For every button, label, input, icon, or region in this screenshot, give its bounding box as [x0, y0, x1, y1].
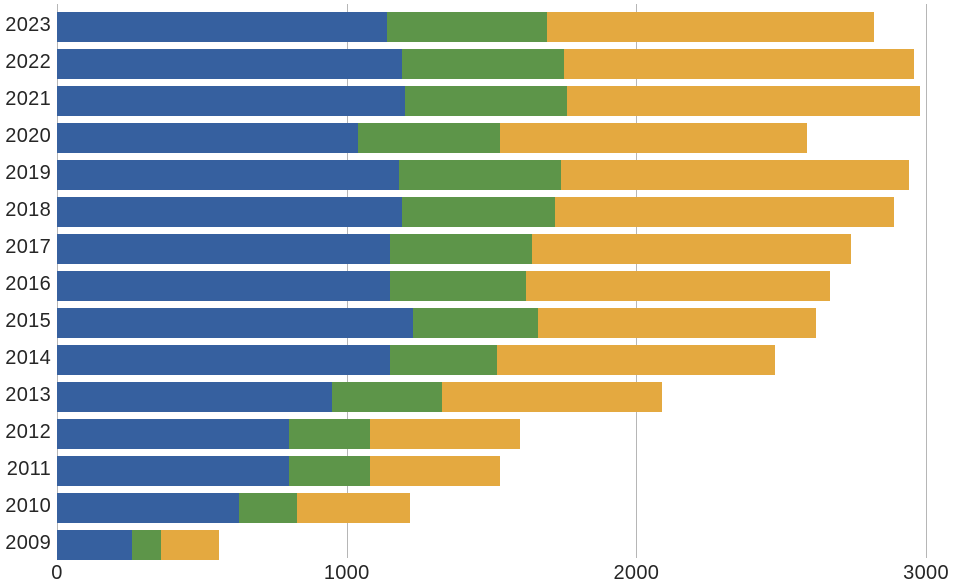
bar-segment [57, 160, 399, 190]
bar-row [57, 12, 874, 42]
bar-row [57, 197, 894, 227]
y-axis-category-label: 2016 [5, 273, 51, 296]
y-axis-category-label: 2023 [5, 14, 51, 37]
bar-segment [57, 345, 390, 375]
bar-segment [390, 271, 526, 301]
bar-row [57, 86, 920, 116]
bar-row [57, 382, 662, 412]
y-axis-category-label: 2017 [5, 236, 51, 259]
y-axis-category-label: 2018 [5, 199, 51, 222]
y-axis-category-label: 2011 [7, 458, 51, 481]
bar-row [57, 345, 775, 375]
bar-segment [57, 86, 405, 116]
bar-segment [57, 123, 358, 153]
bar-segment [538, 308, 816, 338]
y-axis-category-label: 2009 [5, 532, 51, 555]
bar-row [57, 419, 520, 449]
bar-segment [370, 419, 521, 449]
bar-segment [402, 49, 564, 79]
x-gridline [926, 4, 927, 558]
bar-segment [564, 49, 915, 79]
bar-segment [500, 123, 807, 153]
bar-segment [57, 456, 289, 486]
y-axis-category-label: 2013 [5, 384, 51, 407]
bar-segment [370, 456, 500, 486]
bar-segment [442, 382, 662, 412]
x-axis-tick-label: 2000 [613, 562, 659, 585]
bar-segment [532, 234, 851, 264]
bar-segment [289, 419, 370, 449]
x-axis-tick-label: 1000 [324, 562, 370, 585]
bar-segment [390, 345, 497, 375]
bar-segment [555, 197, 894, 227]
y-axis-category-label: 2015 [5, 310, 51, 333]
bar-row [57, 234, 851, 264]
y-axis-category-label: 2021 [5, 88, 51, 111]
bar-row [57, 493, 410, 523]
plot-area [57, 4, 955, 558]
bar-segment [57, 12, 387, 42]
bar-segment [57, 419, 289, 449]
bar-segment [297, 493, 410, 523]
y-axis-category-label: 2022 [5, 51, 51, 74]
bar-segment [57, 382, 332, 412]
bar-segment [399, 160, 561, 190]
bar-segment [57, 234, 390, 264]
bar-row [57, 308, 816, 338]
y-axis-category-label: 2019 [5, 162, 51, 185]
bar-row [57, 49, 914, 79]
bar-segment [405, 86, 567, 116]
bar-segment [358, 123, 500, 153]
stacked-bar-chart: 0 1000 2000 3000 2023 2022 2021 2020 2019 2018 201… [0, 0, 960, 586]
bar-segment [497, 345, 775, 375]
bar-segment [57, 197, 402, 227]
bar-segment [402, 197, 556, 227]
bar-segment [413, 308, 538, 338]
bar-row [57, 456, 500, 486]
bar-segment [161, 530, 219, 560]
y-axis-category-label: 2020 [5, 125, 51, 148]
bar-segment [390, 234, 532, 264]
y-axis-category-label: 2010 [5, 495, 51, 518]
x-axis-tick-label: 3000 [903, 562, 949, 585]
bar-row [57, 271, 830, 301]
bar-row [57, 530, 219, 560]
x-axis-tick-label: 0 [51, 562, 62, 585]
bar-segment [57, 49, 402, 79]
y-axis-category-label: 2012 [5, 421, 51, 444]
bar-row [57, 123, 807, 153]
bar-segment [57, 530, 132, 560]
bar-segment [332, 382, 442, 412]
bar-segment [239, 493, 297, 523]
bar-segment [567, 86, 920, 116]
bar-row [57, 160, 909, 190]
bar-segment [289, 456, 370, 486]
bar-segment [132, 530, 161, 560]
bar-segment [561, 160, 909, 190]
bar-segment [57, 271, 390, 301]
bar-segment [57, 493, 239, 523]
bar-segment [526, 271, 830, 301]
bar-segment [547, 12, 874, 42]
y-axis-category-label: 2014 [5, 347, 51, 370]
bar-segment [57, 308, 413, 338]
bar-segment [387, 12, 546, 42]
